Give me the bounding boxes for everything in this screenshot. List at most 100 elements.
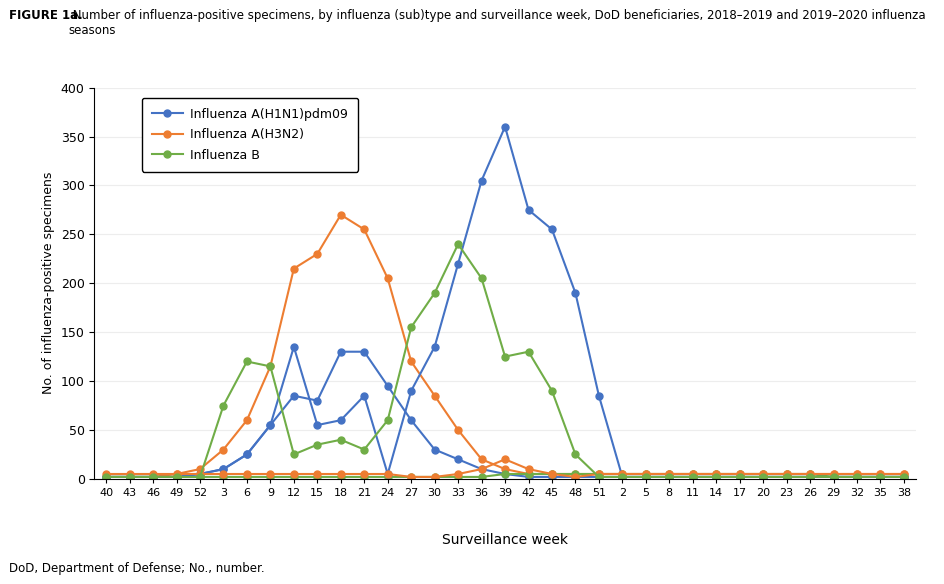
Influenza A(H1N1)pdm09 — [288, 343, 299, 350]
Influenza A(H1N1)pdm09 — [640, 474, 651, 481]
Influenza B — [406, 324, 417, 331]
Influenza A(H1N1)pdm09 — [476, 177, 487, 184]
Influenza A(H1N1)pdm09 — [147, 474, 159, 481]
Influenza A(H3N2) — [781, 471, 792, 478]
Influenza A(H1N1)pdm09 — [124, 474, 135, 481]
Influenza A(H3N2) — [734, 471, 746, 478]
Influenza B — [171, 474, 182, 481]
Influenza A(H3N2) — [499, 456, 511, 463]
Influenza A(H1N1)pdm09 — [875, 474, 886, 481]
Influenza A(H3N2) — [218, 471, 229, 478]
Influenza A(H3N2) — [547, 471, 558, 478]
Line: Influenza B: Influenza B — [103, 241, 907, 481]
Influenza B — [664, 474, 675, 481]
Influenza A(H1N1)pdm09 — [335, 417, 346, 424]
Influenza B — [899, 474, 910, 481]
Influenza A(H1N1)pdm09 — [171, 474, 182, 481]
Influenza A(H1N1)pdm09 — [452, 260, 464, 267]
Influenza A(H3N2) — [523, 465, 534, 472]
Influenza A(H1N1)pdm09 — [616, 474, 628, 481]
X-axis label: Surveillance week: Surveillance week — [442, 533, 568, 547]
Influenza B — [734, 474, 746, 481]
Influenza A(H1N1)pdm09 — [757, 474, 768, 481]
Influenza A(H1N1)pdm09 — [499, 123, 511, 130]
Influenza B — [264, 363, 276, 370]
Influenza A(H1N1)pdm09 — [711, 474, 722, 481]
Influenza A(H3N2) — [194, 471, 206, 478]
Influenza B — [616, 474, 628, 481]
Influenza A(H1N1)pdm09 — [429, 343, 440, 350]
Influenza A(H1N1)pdm09 — [100, 474, 111, 481]
Influenza B — [781, 474, 792, 481]
Influenza B — [640, 474, 651, 481]
Influenza B — [570, 451, 582, 458]
Influenza B — [875, 474, 886, 481]
Influenza B — [218, 402, 229, 409]
Y-axis label: No. of influenza-positive specimens: No. of influenza-positive specimens — [42, 172, 56, 394]
Influenza A(H3N2) — [899, 471, 910, 478]
Influenza A(H3N2) — [335, 471, 346, 478]
Influenza B — [100, 474, 111, 481]
Influenza A(H3N2) — [429, 474, 440, 481]
Influenza B — [312, 441, 323, 448]
Influenza B — [452, 241, 464, 248]
Line: Influenza A(H3N2): Influenza A(H3N2) — [103, 456, 907, 481]
Influenza A(H1N1)pdm09 — [523, 206, 534, 213]
Influenza A(H1N1)pdm09 — [781, 474, 792, 481]
Influenza B — [147, 474, 159, 481]
Influenza A(H3N2) — [171, 471, 182, 478]
Influenza A(H1N1)pdm09 — [899, 474, 910, 481]
Influenza A(H3N2) — [640, 471, 651, 478]
Influenza A(H1N1)pdm09 — [312, 422, 323, 429]
Influenza A(H1N1)pdm09 — [593, 392, 604, 399]
Influenza B — [124, 474, 135, 481]
Influenza B — [711, 474, 722, 481]
Influenza A(H3N2) — [100, 471, 111, 478]
Influenza A(H1N1)pdm09 — [547, 226, 558, 233]
Influenza A(H3N2) — [264, 471, 276, 478]
Influenza A(H3N2) — [828, 471, 839, 478]
Influenza A(H3N2) — [147, 471, 159, 478]
Influenza A(H3N2) — [476, 465, 487, 472]
Influenza A(H1N1)pdm09 — [406, 387, 417, 394]
Influenza A(H3N2) — [452, 471, 464, 478]
Influenza B — [335, 436, 346, 443]
Influenza A(H3N2) — [616, 471, 628, 478]
Line: Influenza A(H1N1)pdm09: Influenza A(H1N1)pdm09 — [103, 123, 907, 481]
Influenza A(H3N2) — [664, 471, 675, 478]
Influenza B — [288, 451, 299, 458]
Influenza B — [851, 474, 863, 481]
Influenza B — [429, 290, 440, 297]
Influenza A(H3N2) — [875, 471, 886, 478]
Influenza A(H3N2) — [312, 471, 323, 478]
Text: Number of influenza-positive specimens, by influenza (sub)type and surveillance : Number of influenza-positive specimens, … — [69, 9, 925, 37]
Influenza A(H1N1)pdm09 — [242, 451, 253, 458]
Influenza B — [359, 446, 370, 453]
Legend: Influenza A(H1N1)pdm09, Influenza A(H3N2), Influenza B: Influenza A(H1N1)pdm09, Influenza A(H3N2… — [142, 98, 359, 172]
Influenza A(H1N1)pdm09 — [804, 474, 816, 481]
Influenza A(H3N2) — [288, 471, 299, 478]
Influenza B — [593, 474, 604, 481]
Influenza A(H3N2) — [851, 471, 863, 478]
Influenza A(H3N2) — [382, 471, 394, 478]
Influenza B — [194, 474, 206, 481]
Influenza B — [523, 348, 534, 355]
Influenza B — [828, 474, 839, 481]
Influenza A(H1N1)pdm09 — [264, 422, 276, 429]
Influenza A(H3N2) — [124, 471, 135, 478]
Influenza B — [242, 358, 253, 365]
Influenza A(H1N1)pdm09 — [382, 471, 394, 478]
Influenza A(H1N1)pdm09 — [359, 392, 370, 399]
Influenza B — [547, 387, 558, 394]
Influenza B — [499, 353, 511, 360]
Influenza A(H3N2) — [593, 471, 604, 478]
Influenza A(H3N2) — [359, 471, 370, 478]
Influenza A(H1N1)pdm09 — [194, 471, 206, 478]
Influenza B — [804, 474, 816, 481]
Text: FIGURE 1a.: FIGURE 1a. — [9, 9, 83, 22]
Influenza A(H1N1)pdm09 — [664, 474, 675, 481]
Influenza A(H3N2) — [757, 471, 768, 478]
Influenza B — [687, 474, 699, 481]
Influenza B — [476, 275, 487, 282]
Influenza A(H1N1)pdm09 — [734, 474, 746, 481]
